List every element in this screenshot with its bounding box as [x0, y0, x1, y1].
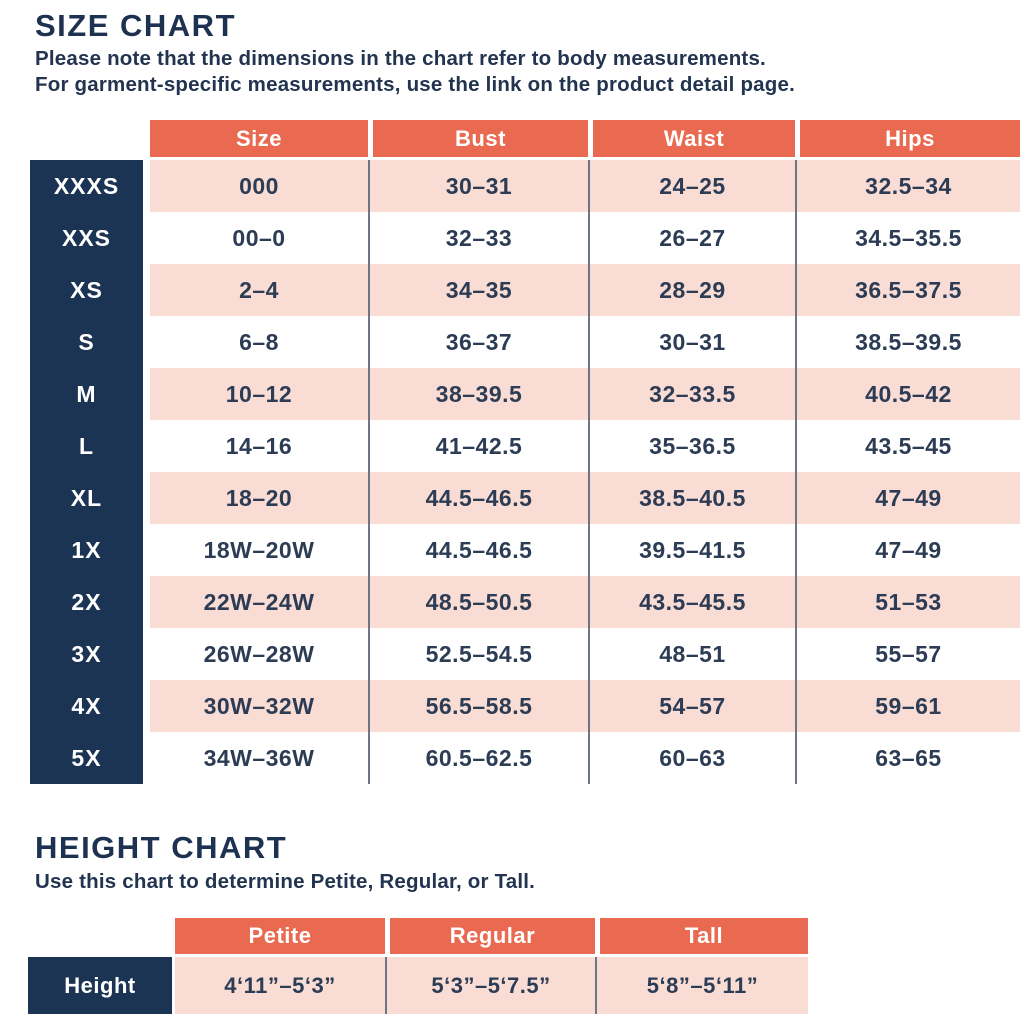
- column-header-size: Size: [150, 120, 368, 157]
- cell-hips: 34.5–35.5: [795, 212, 1020, 264]
- table-row: 2–4 34–35 28–29 36.5–37.5: [150, 264, 1020, 316]
- cell-waist: 43.5–45.5: [588, 576, 795, 628]
- cell-hips: 51–53: [795, 576, 1020, 628]
- cell-bust: 56.5–58.5: [368, 680, 588, 732]
- row-label-4x: 4X: [71, 692, 102, 719]
- cell-tall-height: 5‘8”–5‘11”: [595, 957, 808, 1014]
- cell-hips: 47–49: [795, 524, 1020, 576]
- cell-waist: 32–33.5: [588, 368, 795, 420]
- cell-waist: 30–31: [588, 316, 795, 368]
- cell-waist: 28–29: [588, 264, 795, 316]
- cell-size: 30W–32W: [203, 692, 315, 719]
- column-header-tall: Tall: [595, 918, 808, 954]
- row-label-l: L: [78, 432, 95, 459]
- row-label-s: S: [78, 328, 95, 355]
- size-chart-title: SIZE CHART: [35, 8, 236, 43]
- row-label-3x: 3X: [71, 640, 102, 667]
- cell-regular-height: 5‘3”–5‘7.5”: [385, 957, 595, 1014]
- height-chart-subtitle: Use this chart to determine Petite, Regu…: [35, 870, 536, 893]
- cell-bust: 48.5–50.5: [368, 576, 588, 628]
- cell-hips: 40.5–42: [795, 368, 1020, 420]
- table-row: 6–8 36–37 30–31 38.5–39.5: [150, 316, 1020, 368]
- cell-bust: 32–33: [368, 212, 588, 264]
- cell-hips: 55–57: [795, 628, 1020, 680]
- table-row: 00–0 32–33 26–27 34.5–35.5: [150, 212, 1020, 264]
- cell-bust: 52.5–54.5: [368, 628, 588, 680]
- cell-waist: 48–51: [588, 628, 795, 680]
- cell-waist: 60–63: [588, 732, 795, 784]
- cell-hips: 38.5–39.5: [795, 316, 1020, 368]
- table-row: 18W–20W 44.5–46.5 39.5–41.5 47–49: [150, 524, 1020, 576]
- size-chart-subtitle-line2: For garment-specific measurements, use t…: [35, 73, 795, 96]
- height-table-header: Petite Regular Tall: [175, 918, 808, 954]
- table-row: 26W–28W 52.5–54.5 48–51 55–57: [150, 628, 1020, 680]
- cell-size: 18–20: [225, 484, 293, 511]
- cell-bust: 44.5–46.5: [368, 472, 588, 524]
- cell-size: 14–16: [225, 432, 293, 459]
- cell-size: 18W–20W: [203, 536, 315, 563]
- size-table-row-labels: XXXS XXS XS S M L XL 1X 2X 3X 4X 5X: [30, 160, 143, 784]
- column-header-waist: Waist: [588, 120, 795, 157]
- cell-hips: 36.5–37.5: [795, 264, 1020, 316]
- table-row: 22W–24W 48.5–50.5 43.5–45.5 51–53: [150, 576, 1020, 628]
- cell-size: 000: [239, 172, 279, 199]
- cell-bust: 36–37: [368, 316, 588, 368]
- row-label-m: M: [76, 380, 97, 407]
- cell-petite-height: 4‘11”–5‘3”: [224, 972, 336, 998]
- column-header-petite: Petite: [175, 918, 385, 954]
- table-row: 30W–32W 56.5–58.5 54–57 59–61: [150, 680, 1020, 732]
- size-chart-subtitle: Please note that the dimensions in the c…: [35, 46, 795, 98]
- table-row: 18–20 44.5–46.5 38.5–40.5 47–49: [150, 472, 1020, 524]
- height-table: Petite Regular Tall Height 4‘11”–5‘3” 5‘…: [28, 918, 958, 1018]
- cell-size: 10–12: [225, 380, 293, 407]
- cell-bust: 44.5–46.5: [368, 524, 588, 576]
- cell-hips: 59–61: [795, 680, 1020, 732]
- cell-bust: 34–35: [368, 264, 588, 316]
- table-row: 14–16 41–42.5 35–36.5 43.5–45: [150, 420, 1020, 472]
- height-table-body: 4‘11”–5‘3” 5‘3”–5‘7.5” 5‘8”–5‘11”: [175, 957, 808, 1014]
- cell-size: 2–4: [239, 276, 279, 303]
- cell-size: 00–0: [232, 224, 286, 251]
- row-label-xl: XL: [70, 484, 103, 511]
- row-label-5x: 5X: [71, 744, 102, 771]
- cell-waist: 39.5–41.5: [588, 524, 795, 576]
- cell-bust: 30–31: [368, 160, 588, 212]
- cell-bust: 41–42.5: [368, 420, 588, 472]
- cell-size: 6–8: [239, 328, 279, 355]
- column-header-hips: Hips: [795, 120, 1020, 157]
- size-table-body: 000 30–31 24–25 32.5–34 00–0 32–33 26–27…: [150, 160, 1020, 784]
- cell-waist: 26–27: [588, 212, 795, 264]
- table-row: 34W–36W 60.5–62.5 60–63 63–65: [150, 732, 1020, 784]
- cell-hips: 47–49: [795, 472, 1020, 524]
- cell-waist: 24–25: [588, 160, 795, 212]
- cell-waist: 38.5–40.5: [588, 472, 795, 524]
- cell-hips: 32.5–34: [795, 160, 1020, 212]
- column-header-bust: Bust: [368, 120, 588, 157]
- row-label-xs: XS: [70, 276, 103, 303]
- height-chart-title: HEIGHT CHART: [35, 830, 288, 865]
- cell-size: 22W–24W: [203, 588, 315, 615]
- table-row: 000 30–31 24–25 32.5–34: [150, 160, 1020, 212]
- height-row-label: Height: [28, 957, 172, 1014]
- cell-bust: 60.5–62.5: [368, 732, 588, 784]
- size-table: Size Bust Waist Hips XXXS XXS XS S M L X…: [30, 120, 1020, 784]
- cell-size: 26W–28W: [203, 640, 315, 667]
- cell-waist: 54–57: [588, 680, 795, 732]
- row-label-1x: 1X: [71, 536, 102, 563]
- cell-size: 34W–36W: [203, 744, 315, 771]
- size-table-header: Size Bust Waist Hips: [150, 120, 1020, 157]
- row-label-xxxs: XXXS: [53, 172, 120, 199]
- cell-waist: 35–36.5: [588, 420, 795, 472]
- row-label-2x: 2X: [71, 588, 102, 615]
- cell-hips: 43.5–45: [795, 420, 1020, 472]
- row-label-xxs: XXS: [61, 224, 112, 251]
- cell-bust: 38–39.5: [368, 368, 588, 420]
- column-header-regular: Regular: [385, 918, 595, 954]
- table-row: 10–12 38–39.5 32–33.5 40.5–42: [150, 368, 1020, 420]
- size-chart-subtitle-line1: Please note that the dimensions in the c…: [35, 47, 766, 70]
- cell-hips: 63–65: [795, 732, 1020, 784]
